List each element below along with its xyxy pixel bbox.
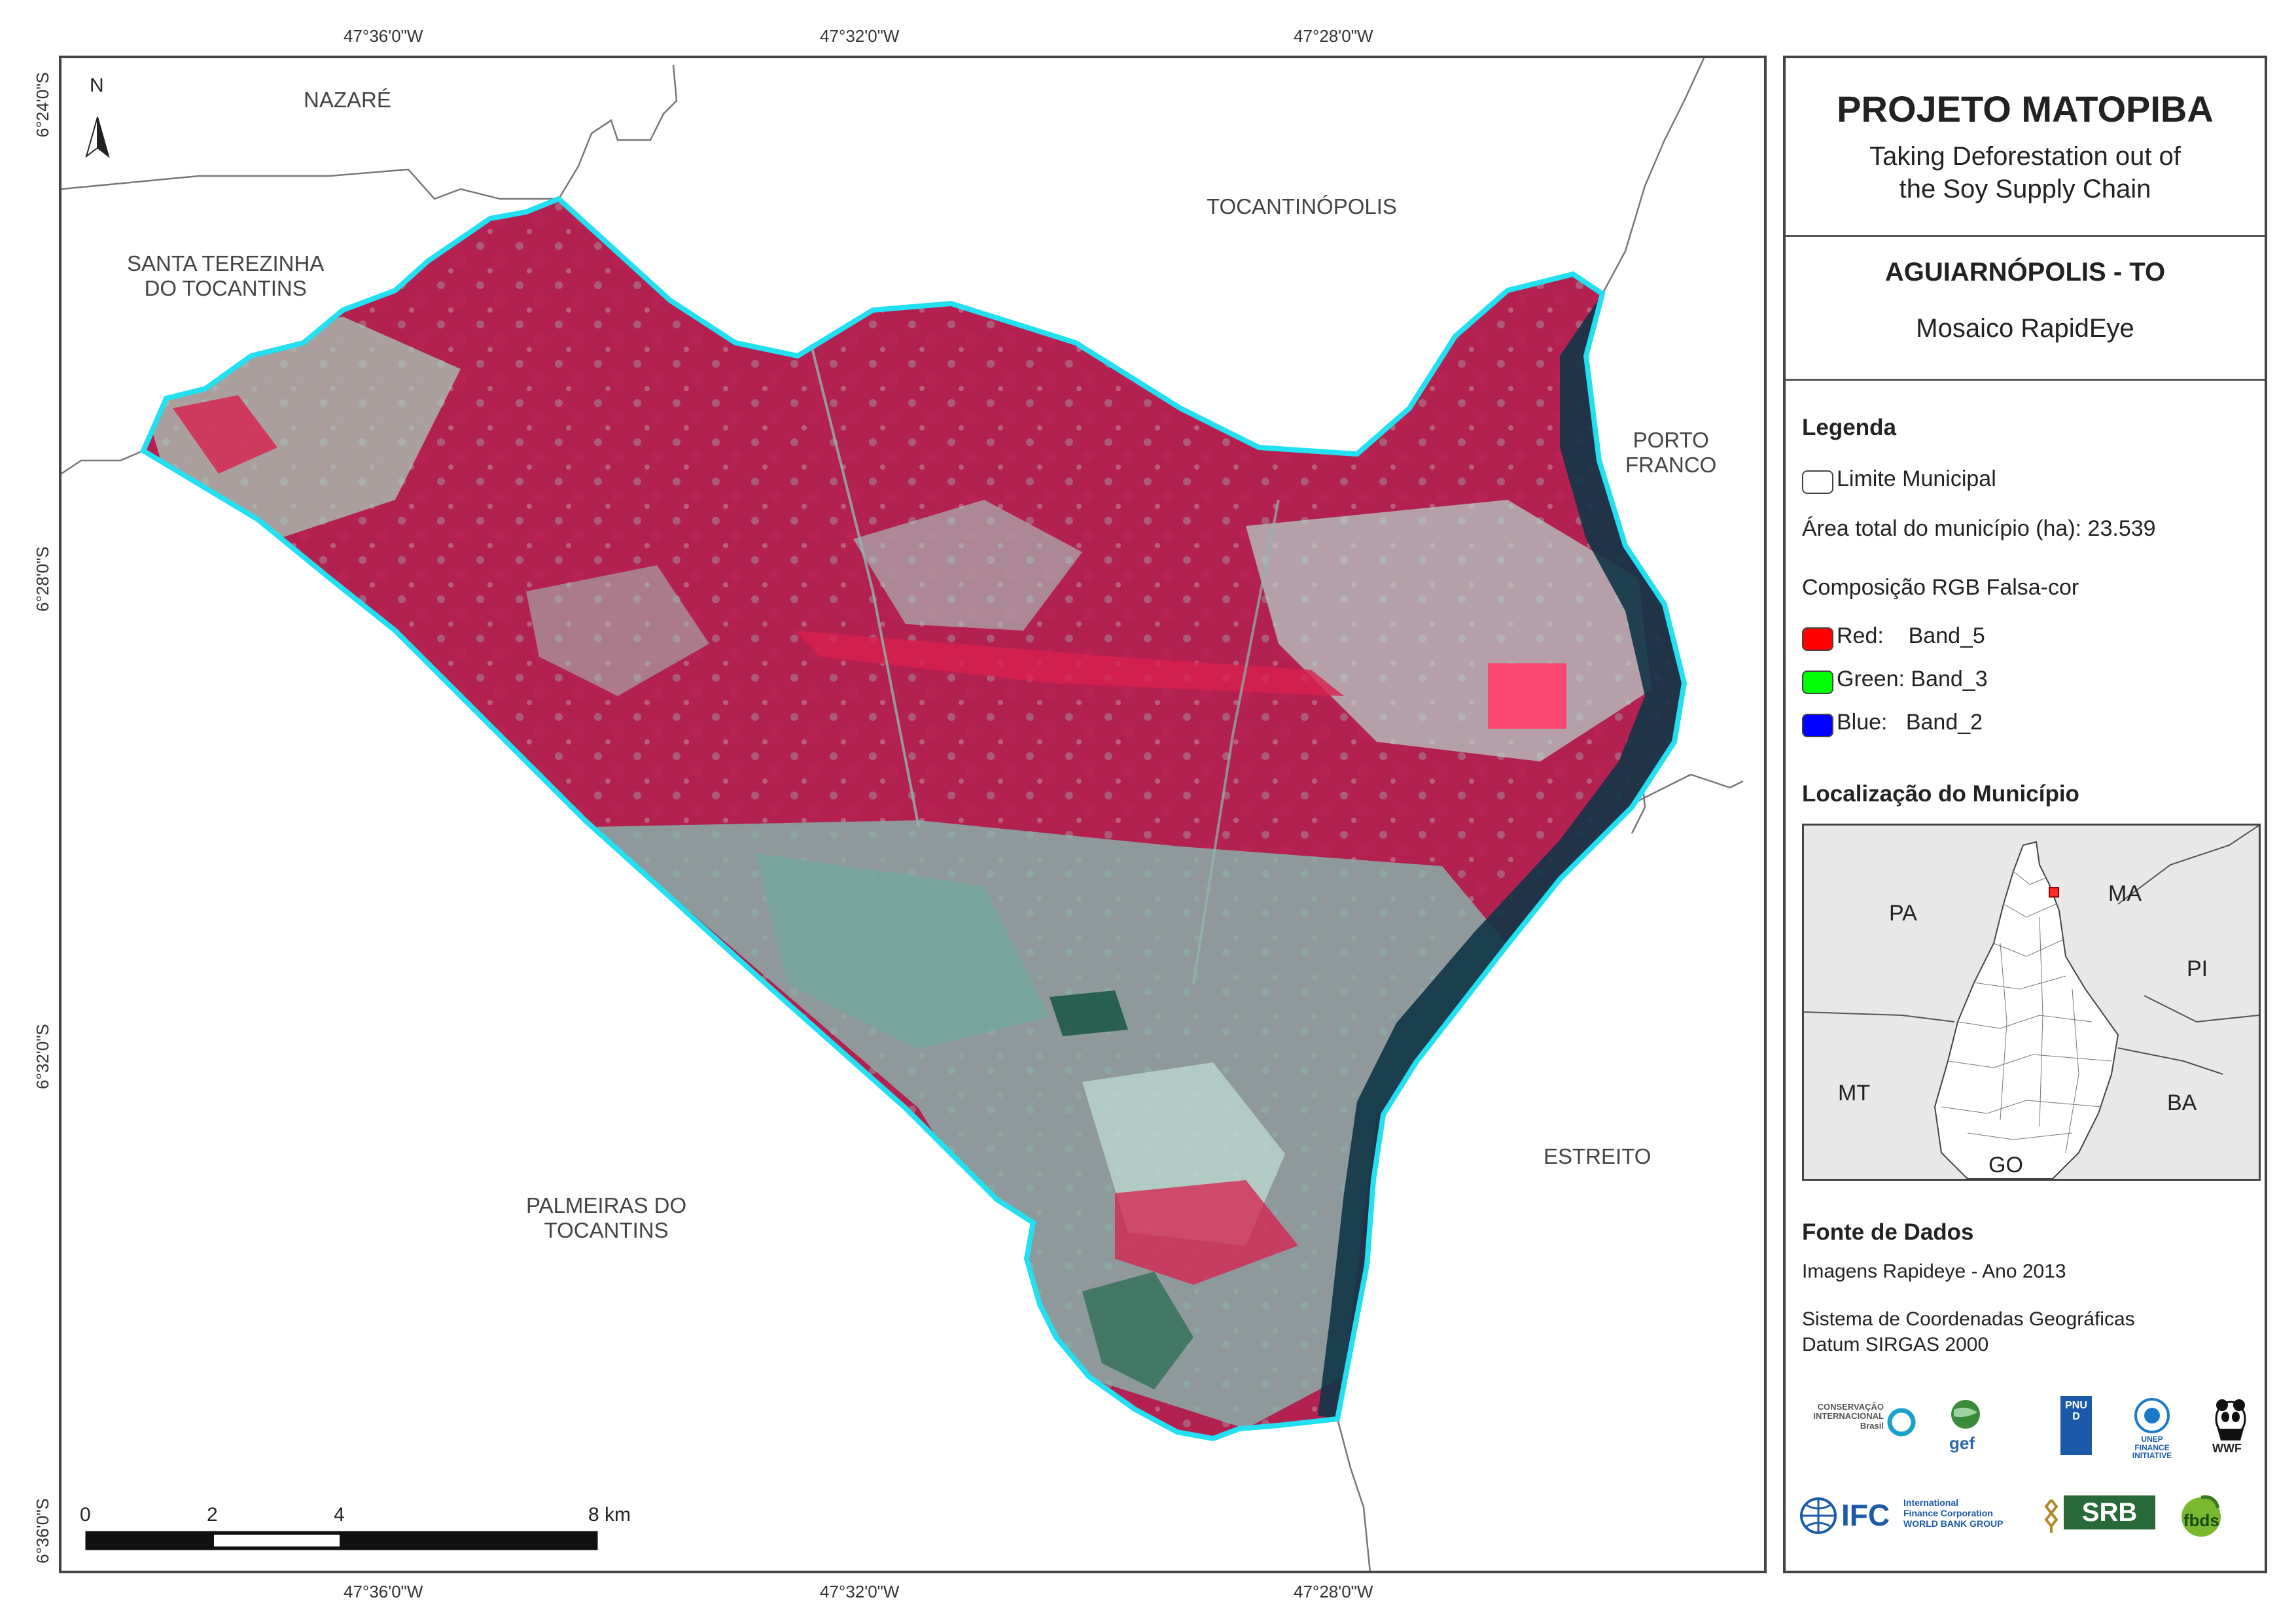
mosaico-subtitle: Mosaico RapidEye — [1916, 314, 2134, 343]
coord-left-3: 6°32'0"S — [33, 1024, 52, 1089]
scale-bar — [85, 1531, 598, 1550]
ifc-logo-text: IFC — [1841, 1498, 1890, 1532]
limite-swatch — [1802, 470, 1833, 494]
inset-label-pi: PI — [2187, 956, 2208, 981]
project-title: PROJETO MATOPIBA — [1837, 88, 2214, 130]
fbds-logo-icon — [2181, 1495, 2221, 1537]
fonte-coordenadas: Sistema de Coordenadas Geográficas Datum… — [1802, 1308, 2135, 1355]
gef-logo-icon — [1951, 1400, 1980, 1429]
inset-label-ba: BA — [2167, 1091, 2197, 1115]
inset-label-ma: MA — [2108, 881, 2142, 906]
gef-logo-text: gef — [1949, 1433, 1975, 1453]
legenda-title: Legenda — [1802, 415, 1896, 440]
inset-label-mt: MT — [1838, 1081, 1871, 1106]
undp-logo-icon — [2060, 1396, 2092, 1455]
ci-logo-text: CONSERVAÇÃO INTERNACIONAL Brasil — [1813, 1402, 1884, 1431]
north-arrow-icon — [85, 116, 110, 158]
satellite-mosaic — [143, 199, 1684, 1439]
info-panel: PROJETO MATOPIBA Taking Deforestation ou… — [1783, 56, 2267, 1573]
fonte-imagens: Imagens Rapideye - Ano 2013 — [1802, 1261, 2066, 1282]
map-frame[interactable]: N NAZARÉ SANTA TEREZINHA DO TOCANTINS TO… — [59, 56, 1767, 1573]
scale-label-4: 4 — [334, 1504, 345, 1526]
divider-2 — [1786, 379, 2265, 381]
coord-top-1: 47°36'0"W — [344, 26, 423, 46]
municipality-boundary[interactable] — [139, 196, 1687, 1442]
label-porto-franco: PORTO FRANCO — [1625, 428, 1717, 477]
scale-label-2: 2 — [207, 1504, 218, 1526]
inset-location-map: PA MA PI MT BA GO — [1802, 824, 2261, 1181]
fbds-logo-text: fbds — [2183, 1510, 2219, 1530]
localizacao-title: Localização do Município — [1802, 781, 2079, 807]
ifc-globe-icon — [1800, 1497, 1837, 1534]
wwf-logo-text: WWF — [2212, 1442, 2242, 1455]
coord-left-2: 6°28'0"S — [33, 546, 52, 612]
scale-label-0: 0 — [80, 1504, 91, 1526]
label-santa-terezinha: SANTA TEREZINHA DO TOCANTINS — [127, 251, 325, 300]
undp-logo-text: PNUD — [2065, 1400, 2087, 1422]
ifc-logo-subtext: International Finance Corporation WORLD … — [1903, 1497, 2004, 1529]
inset-map-svg — [1804, 826, 2259, 1179]
area-label: Área total do município (ha): 23.539 — [1802, 516, 2156, 541]
coord-bottom-2: 47°32'0"W — [820, 1582, 900, 1601]
coord-bottom-1: 47°36'0"W — [344, 1582, 423, 1601]
label-tocantinopolis: TOCANTINÓPOLIS — [1207, 194, 1397, 218]
label-estreito: ESTREITO — [1544, 1144, 1651, 1168]
inset-label-go: GO — [1988, 1153, 2023, 1178]
green-band-label: Green: Band_3 — [1837, 667, 1988, 691]
blue-band-swatch — [1802, 714, 1833, 737]
fonte-title: Fonte de Dados — [1802, 1219, 1974, 1245]
ci-logo-icon — [1887, 1408, 1916, 1437]
scale-label-8km: 8 km — [588, 1504, 631, 1526]
limite-label: Limite Municipal — [1837, 466, 1996, 491]
divider-1 — [1786, 235, 2265, 237]
srb-logo-text: SRB — [2064, 1495, 2155, 1529]
north-label: N — [90, 75, 104, 96]
map-canvas[interactable] — [62, 58, 1764, 1571]
label-palmeiras: PALMEIRAS DO TOCANTINS — [526, 1193, 687, 1242]
label-nazare: NAZARÉ — [304, 88, 391, 112]
coord-top-3: 47°28'0"W — [1294, 26, 1373, 46]
project-subtitle: Taking Deforestation out of the Soy Supp… — [1869, 142, 2181, 203]
unep-logo-text: UNEP FINANCE INITIATIVE — [2132, 1435, 2172, 1461]
coord-bottom-3: 47°28'0"W — [1294, 1582, 1373, 1601]
srb-wheat-icon — [2044, 1499, 2058, 1533]
inset-label-pa: PA — [1889, 901, 1917, 926]
coord-top-2: 47°32'0"W — [820, 26, 900, 46]
wwf-panda-icon — [2215, 1399, 2246, 1440]
composicao-label: Composição RGB Falsa-cor — [1802, 575, 2079, 600]
green-band-swatch — [1802, 671, 1833, 694]
red-band-swatch — [1802, 627, 1833, 651]
blue-band-label: Blue: Band_2 — [1837, 710, 1983, 735]
coord-left-1: 6°24'0"S — [33, 72, 52, 137]
coord-left-4: 6°36'0"S — [33, 1498, 52, 1563]
red-band-label: Red: Band_5 — [1837, 623, 1985, 648]
unep-logo-icon — [2134, 1398, 2170, 1433]
municipio-title: AGUIARNÓPOLIS - TO — [1884, 258, 2166, 287]
